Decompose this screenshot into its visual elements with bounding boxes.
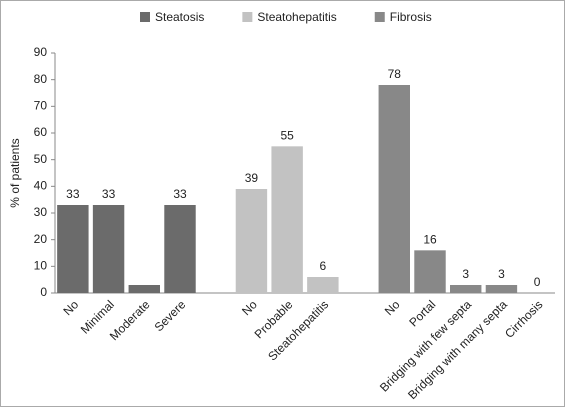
x-tick-label: Portal: [406, 297, 438, 329]
bar: [235, 189, 268, 293]
bar: [450, 285, 482, 293]
legend-label: Steatohepatitis: [257, 10, 336, 24]
bar: [271, 146, 303, 293]
legend-swatch: [374, 12, 385, 22]
x-tick-label: Severe: [152, 297, 189, 334]
bar: [164, 205, 196, 293]
bar: [414, 250, 446, 293]
legend-label: Steatosis: [155, 10, 204, 24]
bar: [378, 85, 410, 293]
y-tick-label: 30: [34, 205, 48, 219]
y-tick-label: 50: [34, 152, 48, 166]
y-axis-label: % of patients: [8, 138, 22, 207]
y-tick-label: 10: [34, 259, 48, 273]
legend-swatch: [242, 12, 253, 22]
bar: [92, 205, 125, 293]
legend-swatch: [140, 12, 150, 22]
data-label: 6: [320, 259, 327, 273]
data-label: 33: [66, 187, 80, 201]
x-tick-label: No: [60, 297, 81, 318]
y-tick-label: 90: [34, 45, 48, 59]
y-tick-label: 70: [34, 99, 48, 113]
data-label: 16: [423, 233, 437, 247]
bar: [307, 277, 339, 293]
bar: [485, 285, 518, 293]
x-tick-label: No: [382, 297, 403, 318]
x-tick-label: Moderate: [107, 297, 153, 343]
y-tick-label: 0: [40, 285, 47, 299]
bar: [57, 205, 89, 293]
data-label: 39: [245, 171, 259, 185]
y-tick-label: 20: [34, 232, 48, 246]
x-tick-label: No: [239, 297, 260, 318]
y-tick-label: 60: [34, 125, 48, 139]
bar: [128, 285, 160, 293]
x-tick-label: Cirrhosis: [502, 297, 545, 340]
data-label: 0: [534, 275, 541, 289]
legend-label: Fibrosis: [390, 10, 432, 24]
data-label: 78: [388, 67, 402, 81]
data-label: 33: [102, 187, 116, 201]
data-label: 55: [280, 129, 294, 143]
y-tick-label: 40: [34, 179, 48, 193]
y-tick-label: 80: [34, 72, 48, 86]
data-label: 33: [173, 187, 187, 201]
data-label: 3: [462, 267, 469, 281]
data-label: 3: [498, 267, 505, 281]
